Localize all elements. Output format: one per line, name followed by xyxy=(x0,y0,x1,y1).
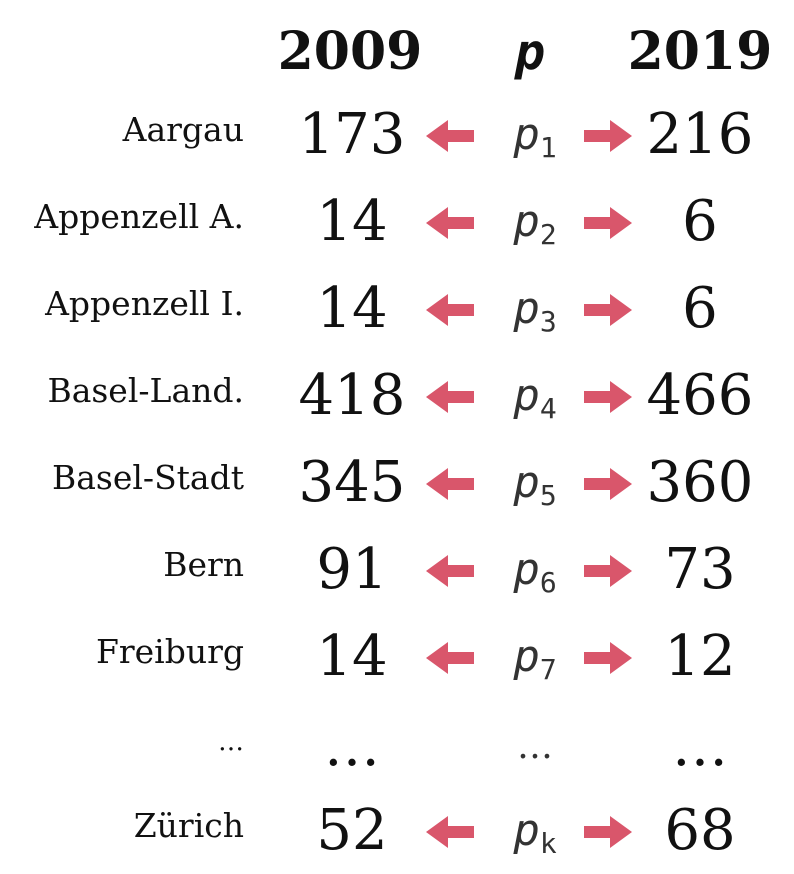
value-2019: 73 xyxy=(664,537,736,602)
arrow-right-icon xyxy=(584,294,632,326)
value-2009: 91 xyxy=(316,537,388,602)
arrow-right-icon xyxy=(584,120,632,152)
arrow-right-icon xyxy=(584,555,632,587)
value-2019: 6 xyxy=(682,276,718,341)
arrow-left-icon xyxy=(426,120,474,152)
p-subscript: 1 xyxy=(539,131,557,164)
canton-name: Freiburg xyxy=(95,632,244,671)
arrow-left-icon xyxy=(426,555,474,587)
p-subscript: 5 xyxy=(539,479,557,512)
p-variable: p4 xyxy=(513,370,557,425)
header-p: p xyxy=(514,23,546,81)
p-variable: p6 xyxy=(513,544,557,599)
arrow-left-icon xyxy=(426,468,474,500)
p-variable: … xyxy=(517,726,553,767)
canton-name: Appenzell A. xyxy=(34,197,244,236)
p-variable: p7 xyxy=(513,631,557,686)
value-2009: 173 xyxy=(298,102,406,167)
arrow-right-icon xyxy=(584,816,632,848)
value-2009: 14 xyxy=(316,189,388,254)
table-row: Zürich 52 pk 68 xyxy=(0,796,794,866)
table-row: Appenzell A. 14 p2 6 xyxy=(0,187,794,257)
value-2019: 6 xyxy=(682,189,718,254)
arrow-right-icon xyxy=(584,642,632,674)
value-2019: 216 xyxy=(646,102,754,167)
p-variable: pk xyxy=(513,805,557,860)
ellipsis-row: … … … … xyxy=(0,712,794,782)
canton-name: Basel-Stadt xyxy=(51,458,244,497)
p-variable: p5 xyxy=(513,457,557,512)
p-variable: p1 xyxy=(513,109,557,164)
value-2019: 68 xyxy=(664,798,736,863)
p-subscript: 7 xyxy=(539,653,557,686)
arrow-left-icon xyxy=(426,207,474,239)
value-2019: … xyxy=(672,714,728,779)
arrow-left-icon xyxy=(426,816,474,848)
canton-name: Zürich xyxy=(133,806,244,845)
p-subscript: k xyxy=(539,827,557,860)
arrow-right-icon xyxy=(584,207,632,239)
value-2009: … xyxy=(324,714,380,779)
header-2019: 2019 xyxy=(627,21,773,82)
table-row: Basel-Stadt 345 p5 360 xyxy=(0,448,794,518)
table-row: Freiburg 14 p7 12 xyxy=(0,622,794,692)
value-2009: 345 xyxy=(298,450,406,515)
arrow-right-icon xyxy=(584,381,632,413)
canton-name: … xyxy=(218,727,244,757)
canton-name: Appenzell I. xyxy=(45,284,244,323)
table-row: Basel-Land. 418 p4 466 xyxy=(0,361,794,431)
table-row: Appenzell I. 14 p3 6 xyxy=(0,274,794,344)
value-2019: 12 xyxy=(664,624,736,689)
p-subscript: 6 xyxy=(539,566,557,599)
arrow-left-icon xyxy=(426,294,474,326)
p-subscript: 3 xyxy=(539,305,557,338)
p-subscript: 2 xyxy=(539,218,557,251)
p-variable: p2 xyxy=(513,196,557,251)
value-2019: 360 xyxy=(646,450,754,515)
value-2009: 14 xyxy=(316,276,388,341)
arrow-right-icon xyxy=(584,468,632,500)
header-2009: 2009 xyxy=(277,21,423,82)
value-2009: 418 xyxy=(298,363,406,428)
value-2009: 14 xyxy=(316,624,388,689)
value-2019: 466 xyxy=(646,363,754,428)
canton-name: Basel-Land. xyxy=(47,371,244,410)
table-row: Bern 91 p6 73 xyxy=(0,535,794,605)
arrow-left-icon xyxy=(426,381,474,413)
canton-name: Bern xyxy=(163,545,244,584)
value-2009: 52 xyxy=(316,798,388,863)
canton-name: Aargau xyxy=(122,110,244,149)
arrow-left-icon xyxy=(426,642,474,674)
p-variable: p3 xyxy=(513,283,557,338)
table-row: Aargau 173 p1 216 xyxy=(0,100,794,170)
p-subscript: 4 xyxy=(539,392,557,425)
